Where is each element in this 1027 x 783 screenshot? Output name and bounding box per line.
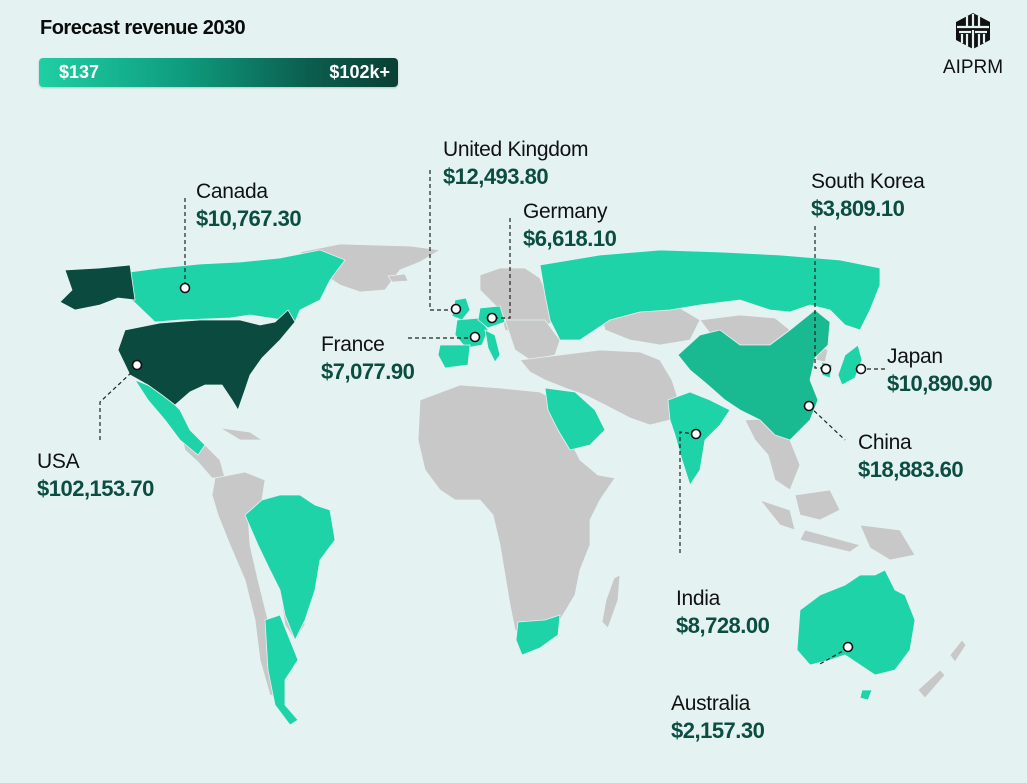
australia-region	[796, 569, 916, 676]
argentina-region	[264, 614, 299, 726]
country-name: Germany	[523, 200, 608, 223]
leader-china	[808, 405, 846, 441]
country-name: China	[858, 431, 912, 454]
south-africa-region	[515, 614, 561, 656]
label-australia: Australia $2,157.30	[671, 692, 765, 743]
tasmania-region	[859, 689, 873, 701]
country-name: South Korea	[811, 170, 925, 193]
legend-min-label: $137	[59, 62, 100, 82]
marker-france	[469, 331, 481, 343]
land-high-tier	[59, 264, 296, 411]
brazil-region	[244, 494, 336, 641]
marker-india	[690, 428, 702, 440]
label-usa: USA $102,153.70	[37, 451, 154, 500]
label-india: India $8,728.00	[676, 587, 770, 638]
country-value: $7,077.90	[321, 359, 415, 384]
usa-region	[117, 309, 296, 411]
label-china: China $18,883.60	[858, 431, 964, 482]
marker-usa	[131, 359, 143, 371]
country-markers	[131, 282, 867, 653]
label-canada: Canada $10,767.30	[196, 180, 302, 231]
china-region	[677, 309, 831, 441]
marker-australia	[842, 641, 854, 653]
country-value: $102,153.70	[37, 476, 154, 501]
canada-region	[129, 249, 346, 323]
country-name: Canada	[196, 180, 268, 203]
aiprm-cube-icon	[956, 13, 990, 49]
alaska-region	[59, 264, 136, 311]
marker-germany	[486, 312, 498, 324]
marker-china	[803, 400, 815, 412]
leader-germany	[492, 218, 511, 319]
color-scale-legend: $137 $102k+	[39, 58, 398, 87]
country-value: $10,767.30	[196, 206, 302, 231]
country-name: India	[676, 587, 721, 610]
leader-india	[679, 431, 695, 553]
leader-usa	[99, 371, 133, 440]
country-name: France	[321, 333, 385, 356]
marker-uk	[450, 303, 462, 315]
land-mid-tier	[677, 309, 831, 441]
leader-australia	[819, 647, 849, 665]
japan-region	[837, 344, 863, 386]
india-region	[667, 391, 731, 486]
country-name: USA	[37, 450, 80, 473]
marker-south-korea	[820, 363, 832, 375]
logo-text: AIPRM	[942, 57, 1004, 78]
chart-title: Forecast revenue 2030	[40, 17, 246, 39]
label-france: France $7,077.90	[321, 333, 415, 384]
legend-max-label: $102k+	[329, 62, 390, 82]
label-united-kingdom: United Kingdom $12,493.80	[443, 138, 589, 189]
country-value: $18,883.60	[858, 457, 964, 482]
country-name: Australia	[671, 692, 751, 715]
country-value: $12,493.80	[443, 164, 549, 189]
spain-region	[437, 344, 471, 369]
leader-uk	[429, 170, 455, 311]
country-value: $8,728.00	[676, 613, 770, 638]
italy-region	[484, 329, 501, 363]
country-value: $10,890.90	[887, 371, 993, 396]
aiprm-logo: AIPRM	[938, 12, 1008, 79]
label-south-korea: South Korea $3,809.10	[811, 170, 925, 221]
marker-canada	[179, 282, 191, 294]
country-value: $6,618.10	[523, 226, 617, 251]
saudi-arabia-region	[544, 387, 606, 451]
country-value: $3,809.10	[811, 196, 905, 221]
marker-japan	[855, 363, 867, 375]
russia-region	[539, 249, 881, 341]
country-name: Japan	[887, 345, 943, 368]
label-germany: Germany $6,618.10	[523, 200, 617, 251]
country-name: United Kingdom	[443, 138, 589, 161]
label-japan: Japan $10,890.90	[887, 345, 993, 396]
country-value: $2,157.30	[671, 718, 765, 743]
